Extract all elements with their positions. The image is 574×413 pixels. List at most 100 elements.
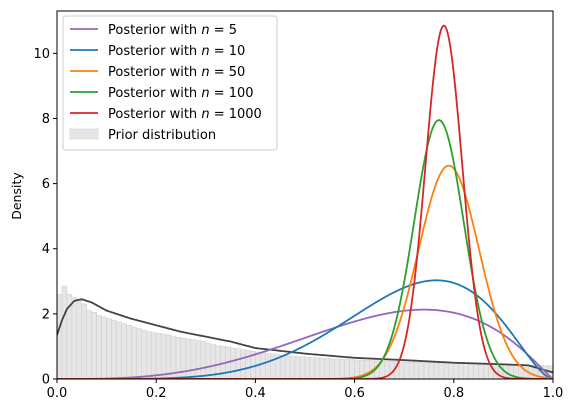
x-tick-label: 0.0 xyxy=(47,386,68,401)
histogram-bar xyxy=(284,355,291,379)
y-tick-label: 6 xyxy=(42,177,50,192)
y-tick-label: 4 xyxy=(42,242,50,257)
histogram-bar xyxy=(106,318,112,379)
prior-kde-line xyxy=(57,298,553,374)
histogram-bar xyxy=(200,341,207,379)
histogram-bar xyxy=(443,362,450,379)
histogram-bar xyxy=(309,357,316,379)
x-tick-label: 0.4 xyxy=(245,386,266,401)
histogram-bar xyxy=(141,329,147,379)
histogram-bar xyxy=(235,348,241,379)
histogram-bar xyxy=(473,363,479,379)
histogram-bar xyxy=(145,331,152,379)
histogram-bar xyxy=(240,349,246,379)
histogram-bar xyxy=(478,363,484,379)
histogram-bar xyxy=(324,358,331,379)
histogram-bar xyxy=(418,362,425,379)
histogram-bar xyxy=(265,353,271,379)
histogram-bar xyxy=(279,354,286,379)
histogram-bar xyxy=(76,298,83,379)
histogram-bar xyxy=(190,339,197,379)
histogram-bar xyxy=(180,337,187,379)
legend-label: Posterior with n = 5 xyxy=(108,23,237,38)
histogram-bar xyxy=(299,356,306,379)
y-axis: 0 2 4 6 8 10 xyxy=(33,47,57,388)
histogram-bar xyxy=(136,328,142,379)
histogram-bar xyxy=(111,320,117,379)
histogram-bar xyxy=(403,361,410,379)
histogram-bar xyxy=(131,326,137,379)
posterior-line xyxy=(57,119,553,379)
histogram-bar xyxy=(165,334,172,379)
posterior-line xyxy=(57,164,553,379)
legend-label: Posterior with n = 50 xyxy=(108,65,245,80)
posterior-line xyxy=(57,308,553,379)
histogram-bar xyxy=(96,315,102,379)
histogram-bar xyxy=(334,358,341,379)
histogram-bar xyxy=(81,303,88,379)
histogram-bar xyxy=(413,362,420,379)
legend-swatch xyxy=(69,128,99,140)
legend-box xyxy=(62,15,278,151)
legend: Posterior with n = 5 Posterior with n = 1… xyxy=(62,15,278,151)
histogram-bar xyxy=(468,363,474,379)
y-tick-label: 8 xyxy=(42,112,50,127)
histogram-bar xyxy=(463,363,469,379)
histogram-bar xyxy=(433,362,440,379)
histogram-bar xyxy=(453,363,460,379)
histogram-bar xyxy=(269,353,276,379)
histogram-bar xyxy=(205,342,212,379)
histogram-bar xyxy=(289,355,296,379)
histogram-bar xyxy=(304,356,311,379)
histogram-bar xyxy=(91,311,97,379)
y-tick-label: 2 xyxy=(42,307,50,322)
histogram-bar xyxy=(508,364,514,379)
histogram-bar xyxy=(428,362,435,379)
legend-label: Prior distribution xyxy=(108,128,216,143)
histogram-bar xyxy=(438,362,445,379)
histogram-bar xyxy=(344,359,350,379)
histogram-bar xyxy=(121,323,127,379)
y-tick-label: 10 xyxy=(33,47,50,62)
histogram-bar xyxy=(294,356,301,379)
histogram-bar xyxy=(101,316,107,379)
prior-histogram xyxy=(57,285,553,379)
prior-kde xyxy=(57,298,553,374)
histogram-bar xyxy=(61,285,68,379)
histogram-bar xyxy=(398,361,405,379)
legend-label: Posterior with n = 1000 xyxy=(108,107,262,122)
legend-label: Posterior with n = 100 xyxy=(108,86,254,101)
x-tick-label: 0.8 xyxy=(443,386,464,401)
histogram-bar xyxy=(230,347,236,379)
y-tick-label: 0 xyxy=(42,373,50,388)
histogram-bar xyxy=(423,362,430,379)
histogram-bar xyxy=(314,357,321,379)
histogram-bar xyxy=(319,357,326,379)
histogram-bar xyxy=(408,361,415,379)
histogram-bar xyxy=(185,338,192,379)
histogram-bar xyxy=(126,324,132,379)
histogram-bar xyxy=(349,359,355,379)
histogram-bar xyxy=(155,333,162,379)
histogram-bar xyxy=(116,321,122,379)
histogram-bar xyxy=(245,350,251,379)
y-axis-label: Density xyxy=(9,172,24,220)
posterior-line xyxy=(57,24,553,379)
histogram-bar xyxy=(483,364,489,379)
histogram-bar xyxy=(458,363,465,379)
histogram-bar xyxy=(339,359,345,379)
x-tick-label: 0.2 xyxy=(146,386,167,401)
histogram-bar xyxy=(448,363,455,379)
x-tick-label: 0.6 xyxy=(344,386,365,401)
x-tick-label: 1.0 xyxy=(543,386,564,401)
histogram-bar xyxy=(260,352,266,379)
histogram-bar xyxy=(86,310,93,379)
legend-label: Posterior with n = 10 xyxy=(108,44,245,59)
histogram-bar xyxy=(329,358,336,379)
plot-frame xyxy=(56,10,554,380)
x-axis: 0.0 0.2 0.4 0.6 0.8 1.0 xyxy=(47,379,564,401)
histogram-bar xyxy=(195,340,202,379)
histogram-bar xyxy=(71,297,78,379)
histogram-bar xyxy=(160,333,167,379)
